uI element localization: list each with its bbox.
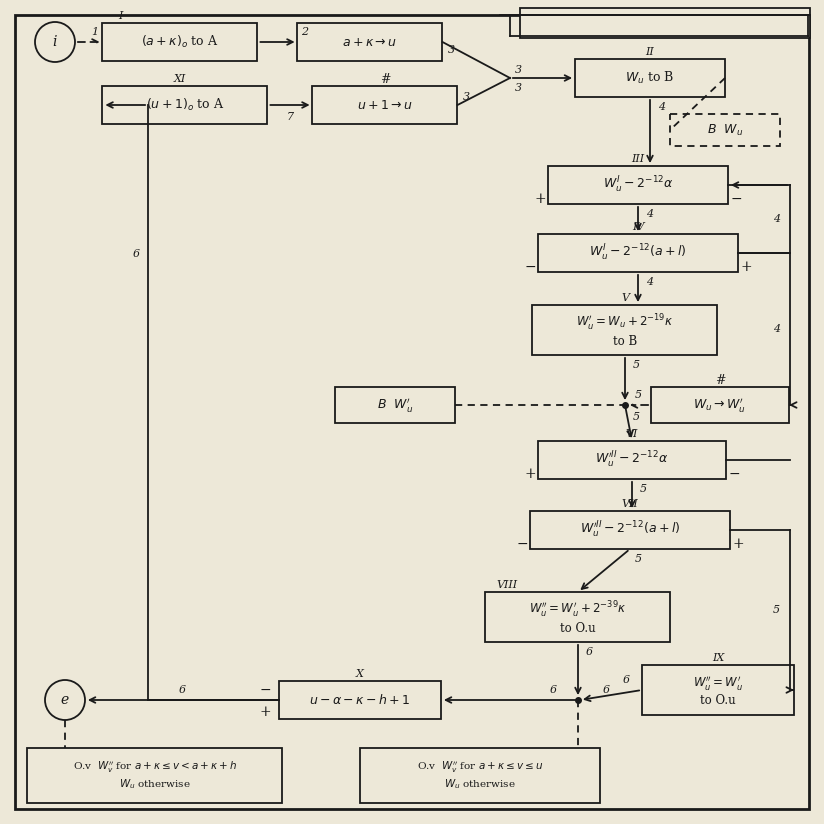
Text: $u+1 \rightarrow u$: $u+1 \rightarrow u$ [357, 99, 413, 111]
Text: 6: 6 [550, 685, 556, 695]
Bar [485, 592, 671, 642]
Text: 3: 3 [514, 65, 522, 75]
Text: +: + [260, 705, 271, 719]
Text: 5: 5 [633, 360, 640, 370]
Text: 5: 5 [635, 554, 642, 564]
Text: 6: 6 [623, 675, 630, 685]
Bar [575, 59, 725, 97]
Text: $W_u \rightarrow W_u^{\prime}$: $W_u \rightarrow W_u^{\prime}$ [694, 396, 747, 414]
Text: X: X [356, 669, 364, 679]
Bar [548, 166, 728, 204]
Text: 2: 2 [302, 27, 308, 37]
Text: −: − [516, 537, 528, 551]
Text: 6: 6 [586, 647, 593, 657]
Text: $B \ \ W_u^{\prime}$: $B \ \ W_u^{\prime}$ [377, 396, 413, 414]
Text: IX: IX [712, 653, 724, 663]
Bar [335, 387, 455, 423]
Text: +: + [740, 260, 751, 274]
Text: VI: VI [625, 429, 638, 439]
Text: I: I [119, 11, 123, 21]
Bar [27, 747, 283, 803]
Text: $W_u^{\prime\prime} = W_u^{\prime} + 2^{-39}\kappa$
to O.u: $W_u^{\prime\prime} = W_u^{\prime} + 2^{… [529, 599, 627, 634]
Bar [102, 86, 268, 124]
Text: $W_u^{\prime II} - 2^{-12}\alpha$: $W_u^{\prime II} - 2^{-12}\alpha$ [595, 450, 669, 470]
Text: +: + [534, 192, 545, 206]
Text: III: III [631, 154, 644, 164]
Text: 6: 6 [602, 685, 610, 695]
Bar [520, 8, 810, 38]
Text: 6: 6 [179, 685, 185, 695]
Text: $W_u$ to B: $W_u$ to B [625, 70, 675, 86]
Text: e: e [61, 693, 69, 707]
Text: +: + [524, 467, 536, 481]
Text: 4: 4 [773, 214, 780, 224]
Text: 4: 4 [646, 277, 653, 287]
Text: $W_u^{\prime\prime} = W_u^{\prime}$
to O.u: $W_u^{\prime\prime} = W_u^{\prime}$ to O… [693, 673, 743, 706]
Text: 5: 5 [634, 390, 642, 400]
Text: O.v  $W_v^{\prime\prime}$ for $a+\kappa \leq v \leq u$
$W_u$ otherwise: O.v $W_v^{\prime\prime}$ for $a+\kappa \… [417, 760, 543, 790]
Bar [530, 511, 730, 549]
Bar [651, 387, 789, 423]
Text: −: − [730, 192, 742, 206]
Bar [538, 234, 738, 272]
Text: −: − [728, 467, 740, 481]
Text: #: # [380, 73, 391, 86]
Text: −: − [524, 260, 536, 274]
Text: VIII: VIII [497, 580, 518, 590]
Bar [360, 747, 600, 803]
Text: 5: 5 [640, 484, 647, 494]
Text: XI: XI [174, 74, 186, 84]
Text: 4: 4 [773, 324, 780, 334]
Text: $u - \alpha - \kappa - h + 1$: $u - \alpha - \kappa - h + 1$ [309, 693, 411, 707]
Text: $B \ \ W_u$: $B \ \ W_u$ [707, 123, 743, 138]
Bar [642, 665, 794, 715]
Text: 5: 5 [773, 605, 780, 615]
Text: +: + [733, 537, 744, 551]
Bar [538, 441, 726, 479]
Bar [312, 86, 457, 124]
Text: II: II [646, 47, 654, 57]
Text: $(u+1)_o$ to A: $(u+1)_o$ to A [146, 97, 224, 113]
Text: $W_u^I - 2^{-12}(a+l)$: $W_u^I - 2^{-12}(a+l)$ [589, 243, 687, 263]
Text: 4: 4 [658, 102, 665, 112]
Text: $W_u^I - 2^{-12}\alpha$: $W_u^I - 2^{-12}\alpha$ [602, 175, 673, 195]
Text: 3: 3 [447, 45, 455, 55]
Text: $(a+\kappa)_o$ to A: $(a+\kappa)_o$ to A [141, 34, 219, 50]
Text: $W_u^{\prime II} - 2^{-12}(a+l)$: $W_u^{\prime II} - 2^{-12}(a+l)$ [580, 520, 681, 540]
Text: #: # [714, 373, 725, 386]
Text: −: − [260, 683, 271, 697]
Text: 1: 1 [91, 27, 99, 37]
Text: O.v  $W_v^{\prime\prime}$ for $a+\kappa \leq v < a+\kappa+h$
$W_u$ otherwise: O.v $W_v^{\prime\prime}$ for $a+\kappa \… [73, 760, 237, 790]
Text: 5: 5 [633, 412, 640, 422]
Text: 4: 4 [646, 209, 653, 219]
Text: $a+\kappa \rightarrow u$: $a+\kappa \rightarrow u$ [343, 35, 397, 49]
Text: 3: 3 [462, 92, 470, 102]
Text: IV: IV [632, 222, 644, 232]
Bar [279, 681, 441, 719]
Text: 3: 3 [515, 83, 522, 93]
Text: V: V [621, 293, 629, 303]
Bar [670, 114, 780, 146]
Bar [532, 305, 718, 355]
Text: $W_u^{\prime} = W_u + 2^{-19}\kappa$
to B: $W_u^{\prime} = W_u + 2^{-19}\kappa$ to … [576, 312, 674, 348]
Text: 7: 7 [287, 112, 293, 122]
Bar [297, 23, 442, 61]
Text: 6: 6 [133, 249, 139, 259]
Bar [102, 23, 257, 61]
Text: VII: VII [621, 499, 639, 509]
Text: i: i [53, 35, 57, 49]
